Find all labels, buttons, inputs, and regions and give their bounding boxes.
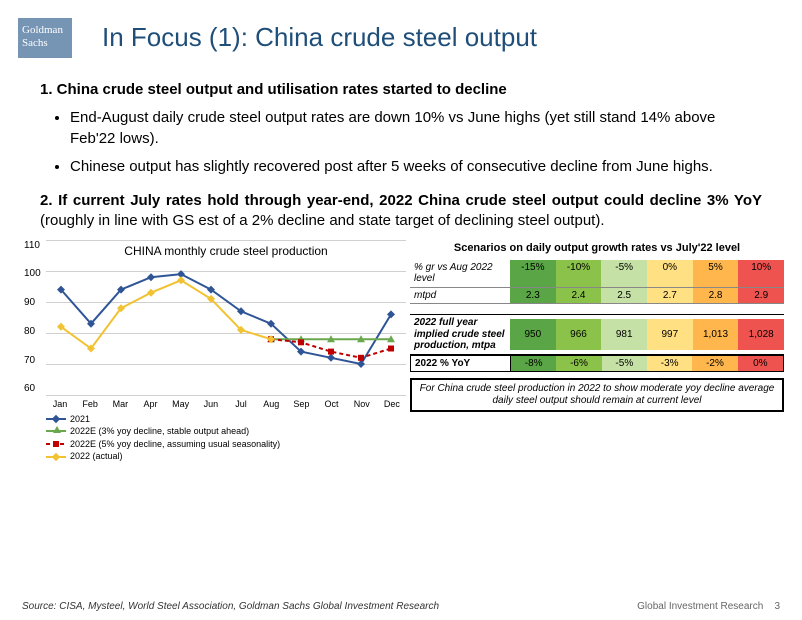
bullet-1: End-August daily crude steel output rate…	[70, 108, 762, 149]
scenario-cell: 2.9	[738, 288, 784, 304]
legend-item: 2021	[46, 413, 402, 426]
body-content: 1. China crude steel output and utilisat…	[0, 58, 802, 232]
scenario-cell: 2.3	[510, 288, 556, 304]
scenario-cell: -3%	[647, 356, 692, 372]
scenario-row-1-label: % gr vs Aug 2022 level	[410, 260, 510, 287]
scenario-cell: -5%	[601, 260, 647, 287]
chart-x-axis: JanFebMarAprMayJunJulAugSepOctNovDec	[46, 399, 406, 409]
scenario-row-3-label: 2022 full year implied crude steel produ…	[410, 315, 510, 354]
scenario-title: Scenarios on daily output growth rates v…	[410, 242, 784, 254]
scenario-row-4: 2022 % YoY -8%-6%-5%-3%-2%0%	[410, 355, 784, 373]
page-number: 3	[774, 601, 780, 612]
header: Goldman Sachs In Focus (1): China crude …	[0, 0, 802, 58]
bullet-2: Chinese output has slightly recovered po…	[70, 157, 762, 177]
footer-right: Global Investment Research 3	[637, 601, 780, 612]
heading-2-rest: (roughly in line with GS est of a 2% dec…	[40, 212, 605, 229]
logo-line1: Goldman	[22, 24, 68, 37]
scenario-cell: 10%	[738, 260, 784, 287]
scenario-cell: 966	[556, 319, 602, 350]
scenario-cell: -6%	[556, 356, 601, 372]
charts-row: CHINA monthly crude steel production 110…	[0, 238, 802, 463]
gs-logo: Goldman Sachs	[18, 18, 72, 58]
scenario-cell: -10%	[556, 260, 602, 287]
footer-text: Global Investment Research	[637, 601, 763, 612]
scenario-table: Scenarios on daily output growth rates v…	[410, 238, 784, 463]
scenario-row-2-label: mtpd	[410, 288, 510, 304]
scenario-cell: 1,028	[738, 319, 784, 350]
scenario-cell: -2%	[692, 356, 737, 372]
scenario-row-2: mtpd 2.32.42.52.72.82.9	[410, 288, 784, 305]
scenario-cell: -8%	[511, 356, 556, 372]
chart-y-axis: 11010090807060	[24, 240, 41, 395]
heading-2: 2. If current July rates hold through ye…	[40, 191, 762, 232]
scenario-cell: -15%	[510, 260, 556, 287]
source-line: Source: CISA, Mysteel, World Steel Assoc…	[22, 601, 439, 612]
heading-2-bold: 2. If current July rates hold through ye…	[40, 192, 762, 209]
scenario-row-3-cells: 9509669819971,0131,028	[510, 319, 784, 350]
chart-plot-area: CHINA monthly crude steel production 110…	[46, 240, 406, 395]
legend-item: 2022 (actual)	[46, 450, 402, 463]
scenario-row-2-cells: 2.32.42.52.72.82.9	[510, 288, 784, 304]
scenario-row-4-label: 2022 % YoY	[411, 356, 511, 372]
scenario-note: For China crude steel production in 2022…	[410, 378, 784, 412]
legend-item: 2022E (5% yoy decline, assuming usual se…	[46, 438, 402, 451]
scenario-cell: 1,013	[693, 319, 739, 350]
scenario-row-1: % gr vs Aug 2022 level -15%-10%-5%0%5%10…	[410, 260, 784, 288]
scenario-cell: -5%	[602, 356, 647, 372]
scenario-row-1-cells: -15%-10%-5%0%5%10%	[510, 260, 784, 287]
legend-item: 2022E (3% yoy decline, stable output ahe…	[46, 425, 402, 438]
scenario-row-4-cells: -8%-6%-5%-3%-2%0%	[511, 356, 783, 372]
scenario-cell: 2.8	[693, 288, 739, 304]
scenario-cell: 5%	[693, 260, 739, 287]
scenario-cell: 2.5	[601, 288, 647, 304]
bullet-list-1: End-August daily crude steel output rate…	[40, 108, 762, 177]
scenario-cell: 950	[510, 319, 556, 350]
chart-legend: 20212022E (3% yoy decline, stable output…	[46, 413, 402, 463]
line-chart: CHINA monthly crude steel production 110…	[22, 238, 402, 463]
scenario-row-3: 2022 full year implied crude steel produ…	[410, 314, 784, 355]
heading-1: 1. China crude steel output and utilisat…	[40, 80, 762, 100]
logo-line2: Sachs	[22, 37, 68, 50]
page-title: In Focus (1): China crude steel output	[102, 22, 537, 53]
scenario-cell: 0%	[738, 356, 783, 372]
chart-svg	[46, 240, 406, 395]
scenario-cell: 0%	[647, 260, 693, 287]
scenario-cell: 997	[647, 319, 693, 350]
scenario-cell: 2.7	[647, 288, 693, 304]
scenario-cell: 981	[601, 319, 647, 350]
scenario-cell: 2.4	[556, 288, 602, 304]
